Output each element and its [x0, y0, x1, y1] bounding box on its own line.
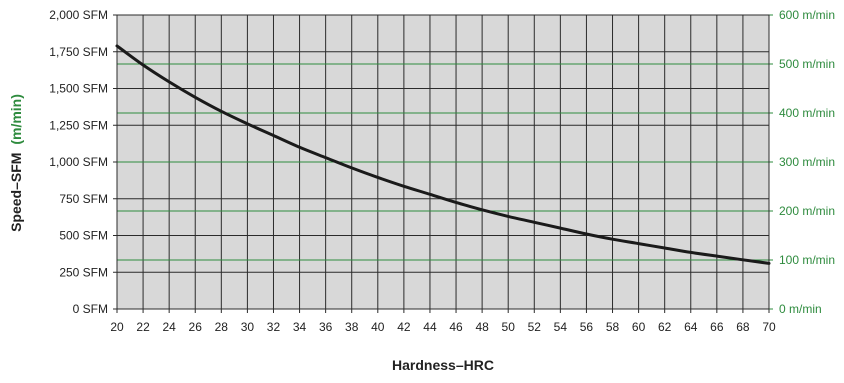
- y-tick-label: 1,500 SFM: [49, 82, 108, 96]
- x-tick-label: 64: [684, 320, 698, 334]
- y-tick-label: 2,000 SFM: [49, 8, 108, 22]
- x-tick-label: 44: [423, 320, 437, 334]
- y-tick-label: 1,250 SFM: [49, 118, 108, 132]
- y-axis-title-secondary: (m/min): [8, 94, 24, 145]
- x-tick-label: 70: [762, 320, 776, 334]
- y-tick-label: 500 SFM: [59, 229, 108, 243]
- x-tick-label: 38: [345, 320, 359, 334]
- right-axis-ticks: 0 m/min 100 m/min 200 m/min 300 m/min 400 m/…: [779, 8, 835, 316]
- series-layer: [115, 44, 771, 265]
- x-tick-label: 50: [502, 320, 516, 334]
- x-tick-label: 22: [136, 320, 150, 334]
- x-tick-label: 32: [267, 320, 281, 334]
- x-tick-label: 36: [319, 320, 333, 334]
- x-tick-label: 30: [241, 320, 255, 334]
- x-tick-label: 48: [475, 320, 489, 334]
- left-axis-ticks: 0 SFM 250 SFM 500 SFM 750 SFM 1,000 SFM 1,250…: [49, 8, 108, 316]
- plot-frame: [116, 14, 770, 310]
- x-tick-label: 54: [554, 320, 568, 334]
- x-tick-label: 34: [293, 320, 307, 334]
- y2-tick-label: 300 m/min: [779, 155, 835, 169]
- y-tick-label: 0 SFM: [73, 302, 108, 316]
- x-tick-label: 66: [710, 320, 724, 334]
- y2-tick-label: 0 m/min: [779, 302, 822, 316]
- x-tick-label: 60: [632, 320, 646, 334]
- x-tick-label: 68: [736, 320, 750, 334]
- y2-tick-label: 500 m/min: [779, 57, 835, 71]
- x-tick-label: 46: [449, 320, 463, 334]
- x-tick-label: 40: [371, 320, 385, 334]
- y-axis-title-primary: Speed–SFM: [8, 153, 24, 232]
- y2-tick-label: 600 m/min: [779, 8, 835, 22]
- y2-tick-label: 200 m/min: [779, 204, 835, 218]
- x-tick-label: 26: [189, 320, 203, 334]
- y-tick-label: 750 SFM: [59, 192, 108, 206]
- x-tick-label: 52: [528, 320, 542, 334]
- bottom-axis-ticks: 20 22 24 26 28 30 32 34 36 38 40 42 44 46 48 50 52 54 56 58…: [110, 320, 776, 334]
- plot-border: [116, 14, 770, 310]
- speed-curve: [115, 44, 771, 265]
- x-axis-title: Hardness–HRC: [392, 357, 494, 373]
- y-tick-label: 1,750 SFM: [49, 45, 108, 59]
- x-tick-label: 42: [397, 320, 411, 334]
- x-tick-label: 20: [110, 320, 124, 334]
- x-tick-label: 58: [606, 320, 620, 334]
- x-tick-label: 28: [215, 320, 229, 334]
- x-tick-label: 62: [658, 320, 672, 334]
- y-tick-label: 1,000 SFM: [49, 155, 108, 169]
- y2-tick-label: 100 m/min: [779, 253, 835, 267]
- x-tick-label: 56: [580, 320, 594, 334]
- y-axis-title: Speed–SFM (m/min): [8, 94, 24, 232]
- y2-tick-label: 400 m/min: [779, 106, 835, 120]
- x-tick-label: 24: [162, 320, 176, 334]
- y-tick-label: 250 SFM: [59, 265, 108, 279]
